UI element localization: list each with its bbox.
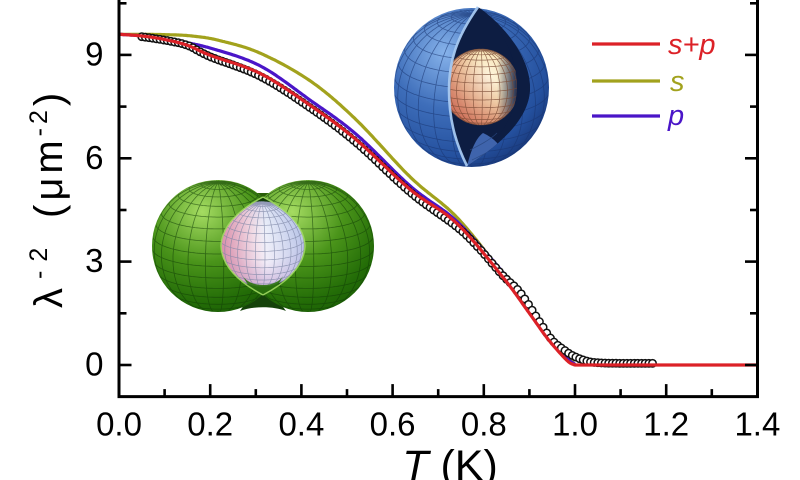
svg-text:9: 9 [85, 35, 103, 72]
svg-text:s+p: s+p [668, 29, 716, 61]
svg-text:0.8: 0.8 [461, 405, 507, 442]
svg-text:(μm-2): (μm-2) [25, 89, 71, 218]
svg-text:s: s [670, 66, 685, 98]
svg-text:1.0: 1.0 [552, 405, 598, 442]
svg-text:0.6: 0.6 [370, 405, 416, 442]
svg-text:0: 0 [85, 346, 103, 383]
svg-text:T (K): T (K) [402, 442, 498, 480]
svg-text:1.4: 1.4 [734, 405, 780, 442]
svg-text:0.4: 0.4 [278, 405, 324, 442]
svg-text:6: 6 [85, 139, 103, 176]
svg-text:0.2: 0.2 [187, 405, 233, 442]
svg-text:p: p [667, 100, 684, 132]
svg-text:0.0: 0.0 [96, 405, 142, 442]
svg-text:3: 3 [85, 242, 103, 279]
svg-text:1.2: 1.2 [643, 405, 689, 442]
